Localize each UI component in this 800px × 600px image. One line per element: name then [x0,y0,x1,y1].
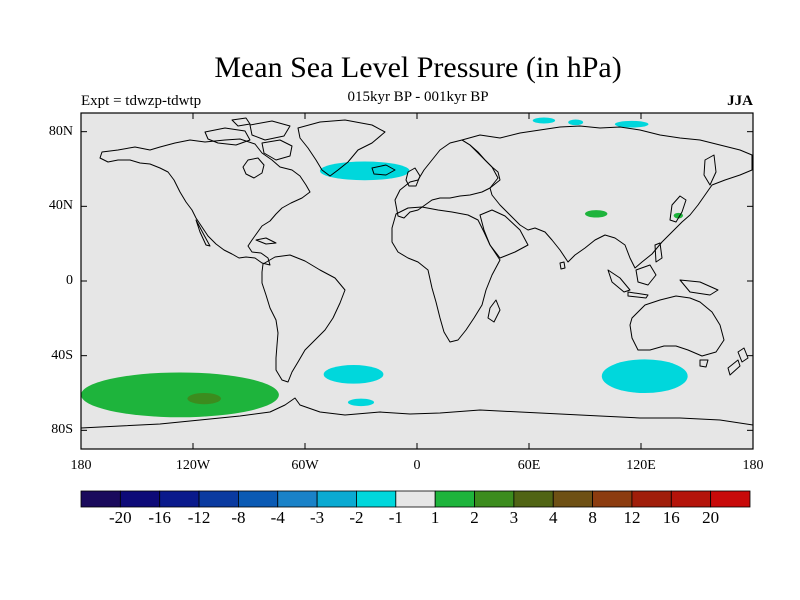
coastline-arctic-islands-3 [261,139,293,161]
lat-tick-label: 80S [51,422,73,438]
lon-tick-label: 120W [175,458,211,473]
coastline-europe [394,139,501,219]
colorbar-label: 12 [623,508,641,527]
colorbar-label: -2 [349,508,364,527]
anomaly-region [601,359,688,394]
coastline-madagascar [487,299,501,323]
coastline-new-zealand-s [727,359,741,376]
coastline-cuba [255,237,277,245]
coastline-greenland [297,119,386,177]
colorbar-label: 4 [548,508,558,527]
coastline-new-guinea [679,279,719,296]
coastline-antarctica [81,397,753,429]
coastline-japan [669,195,687,223]
colorbar-swatch [80,490,121,508]
colorbar-swatch [513,490,554,508]
colorbar-label: 2 [470,508,479,527]
lon-tick-label: 180 [70,458,92,473]
coastline-sumatra [607,269,631,293]
colorbar-label: 20 [702,508,720,527]
colorbar-swatch [316,490,357,508]
colorbar-swatch [474,490,515,508]
coastline-kamchatka [703,154,717,186]
coastline-tasmania [699,359,709,368]
chart-title: Mean Sea Level Pressure (in hPa) [214,51,622,84]
lon-tick-label: 120E [626,458,656,473]
coastline-borneo [635,264,657,286]
colorbar-label: 16 [662,508,680,527]
coastline-arctic-islands-4 [231,117,251,127]
lat-tick-label: 80N [48,123,73,139]
colorbar-label: 8 [588,508,597,527]
coastline-sri-lanka [559,261,566,270]
coastline-arctic-islands-2 [249,120,291,141]
tick-layer [80,113,754,449]
anomaly-region [585,210,608,218]
colorbar-swatch [119,490,161,508]
colorbar-label: -12 [187,508,211,527]
coastline-africa [391,206,501,343]
coastline-philippines [654,242,663,263]
colorbar-swatch [670,490,712,508]
coastline-south-america [261,254,346,383]
lat-tick-label: 40S [51,347,73,363]
lat-tick-label: 40N [48,198,73,214]
coastline-hudson-bay [242,157,265,179]
colorbar-label: 1 [430,508,440,527]
colorbar-label: -8 [231,508,246,527]
lon-tick-label: 180 [742,458,764,473]
lon-tick-label: 60E [517,458,541,473]
colorbar-swatch [159,490,200,508]
colorbar-label: -1 [388,508,403,527]
anomaly-region [614,120,649,128]
colorbar-label: 3 [509,508,519,527]
anomaly-region [319,161,410,181]
colorbar-label: -4 [270,508,285,527]
coastline-arabia [479,209,529,259]
anomaly-region [347,398,375,407]
colorbar-swatch [198,490,239,508]
coastline-britain [405,167,421,187]
colorbar-swatch [434,490,475,508]
colorbar-label: -20 [109,508,132,527]
chart-subtitle: 015kyr BP - 001kyr BP [347,89,489,105]
coastline-iceland [371,164,396,176]
anomaly-region [81,372,279,418]
colorbar-label: -16 [148,508,172,527]
colorbar-label: -3 [310,508,325,527]
lon-tick-label: 60W [291,458,319,473]
coastline-java [627,291,649,299]
experiment-label: Expt = tdwzp-tdwtp [81,93,202,109]
colorbar-swatch [631,490,672,508]
coastline-baja [195,219,211,247]
anomaly-region [187,393,221,405]
anomaly-layer [81,117,688,418]
colorbar [80,490,751,508]
colorbar-swatch [395,490,436,508]
colorbar-swatch [238,490,279,508]
coastline-asia [461,125,753,269]
colorbar-swatch [710,490,751,508]
anomaly-region [532,117,556,124]
colorbar-swatch [552,490,593,508]
colorbar-swatch [592,490,633,508]
coastline-north-america [99,138,311,266]
lon-tick-label: 0 [413,458,421,473]
coastline-new-zealand-n [737,347,749,363]
anomaly-region [323,365,384,384]
coastline-arctic-islands-1 [204,127,251,146]
coastline-australia [629,295,725,357]
lat-tick-label: 0 [66,273,73,288]
colorbar-swatch [356,490,397,508]
anomaly-region [568,119,584,126]
coastline-layer [81,117,753,429]
colorbar-swatch [277,490,318,508]
season-label: JJA [727,93,753,109]
